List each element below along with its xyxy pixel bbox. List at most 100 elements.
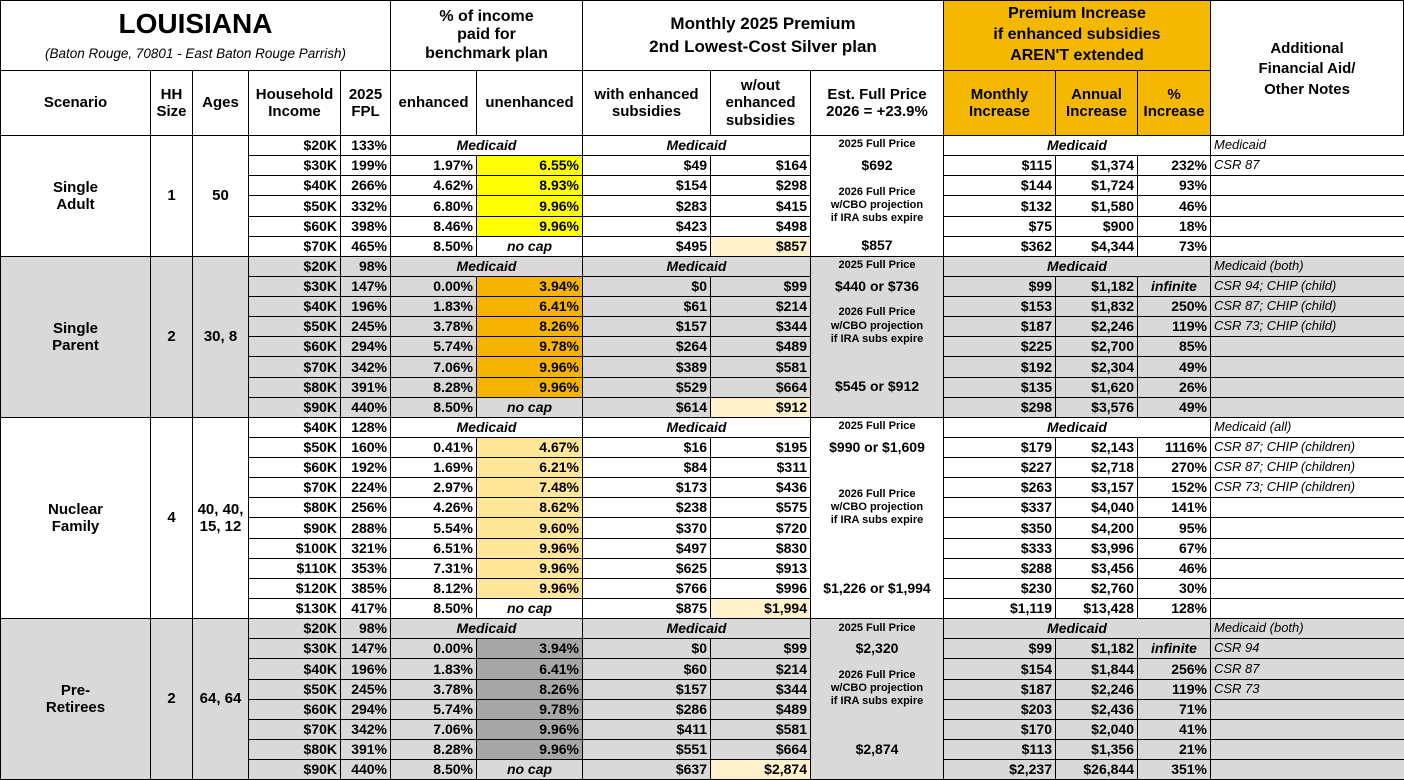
full-price-2025-label: 2025 Full Price (838, 420, 916, 433)
pct-increase: 152% (1137, 477, 1211, 498)
pct-increase: 41% (1137, 719, 1211, 740)
unenhanced-pct: 3.94% (476, 638, 583, 659)
pct-increase: 119% (1137, 316, 1211, 337)
pct-increase: 49% (1137, 356, 1211, 378)
monthly-increase: $75 (943, 216, 1056, 237)
annual-increase: $1,374 (1055, 155, 1138, 176)
monthly-increase: $154 (943, 658, 1056, 680)
household-income: $70K (248, 236, 341, 257)
full-price-2025-label: 2025 Full Price (838, 621, 916, 634)
fpl: 391% (340, 739, 391, 760)
household-income: $40K (248, 296, 341, 317)
unenhanced-pct: 9.78% (476, 336, 583, 357)
household-income: $80K (248, 497, 341, 518)
pct-increase: 250% (1137, 296, 1211, 317)
note (1210, 759, 1404, 780)
premium-with-subsidies: $497 (582, 538, 711, 559)
annual-increase: $2,760 (1055, 578, 1138, 599)
household-income: $110K (248, 558, 341, 579)
full-price-2026-label: 2026 Full Price w/CBO projection if IRA … (830, 668, 924, 708)
note (1210, 195, 1404, 217)
enhanced-pct: 1.97% (390, 155, 477, 176)
premium-without-subsidies: $664 (710, 377, 811, 398)
monthly-increase: $203 (943, 699, 1056, 720)
annual-increase: $4,344 (1055, 236, 1138, 257)
monthly-increase: $99 (943, 638, 1056, 659)
note: CSR 73; CHIP (children) (1210, 477, 1404, 498)
enhanced-pct: 1.69% (390, 457, 477, 478)
annual-increase: $2,040 (1055, 719, 1138, 740)
monthly-increase: $187 (943, 679, 1056, 700)
fpl: 196% (340, 296, 391, 317)
full-price-2025: $692 (861, 156, 893, 173)
premium-with-subsidies: $495 (582, 236, 711, 257)
annual-increase: $1,356 (1055, 739, 1138, 760)
premium-with-subsidies: $60 (582, 658, 711, 680)
premium-with-subsidies: $637 (582, 759, 711, 780)
fpl: 385% (340, 578, 391, 599)
pct-increase: 256% (1137, 658, 1211, 680)
unenhanced-pct: 8.26% (476, 679, 583, 700)
monthly-increase: $170 (943, 719, 1056, 740)
enhanced-pct: 8.50% (390, 236, 477, 257)
monthly-increase: $227 (943, 457, 1056, 478)
fpl: 440% (340, 759, 391, 780)
premium-without-subsidies: $195 (710, 437, 811, 458)
household-income: $100K (248, 538, 341, 559)
pct-increase: 46% (1137, 558, 1211, 579)
column-header-unenhanced: unenhanced (476, 70, 583, 136)
fpl: 440% (340, 397, 391, 418)
enhanced-pct: 8.28% (390, 739, 477, 760)
unenhanced-pct: 6.55% (476, 155, 583, 176)
pct-increase: 85% (1137, 336, 1211, 357)
fpl: 245% (340, 679, 391, 700)
note: CSR 94 (1210, 638, 1404, 659)
note: Medicaid (1210, 135, 1404, 156)
household-income: $70K (248, 477, 341, 498)
monthly-increase: $225 (943, 336, 1056, 357)
title: LOUISIANA (118, 8, 273, 40)
monthly-increase: $115 (943, 155, 1056, 176)
premium-without-subsidies: $664 (710, 739, 811, 760)
full-price-2025: $440 or $736 (834, 277, 920, 294)
enhanced-pct: 1.83% (390, 658, 477, 680)
household-income: $30K (248, 276, 341, 297)
premium-with-subsidies: $283 (582, 195, 711, 217)
fpl: 192% (340, 457, 391, 478)
premium-without-subsidies: $720 (710, 517, 811, 539)
premium-with-subsidies: $370 (582, 517, 711, 539)
enhanced-pct: 4.26% (390, 497, 477, 518)
premium-without-subsidies: $498 (710, 216, 811, 237)
premium-with-subsidies: $411 (582, 719, 711, 740)
monthly-increase: $2,237 (943, 759, 1056, 780)
ages: 40, 40, 15, 12 (192, 417, 249, 619)
annual-increase: $3,576 (1055, 397, 1138, 418)
unenhanced-pct: no cap (476, 236, 583, 257)
annual-increase: $1,844 (1055, 658, 1138, 680)
premium-without-subsidies: $214 (710, 296, 811, 317)
unenhanced-pct: 8.93% (476, 175, 583, 196)
note (1210, 739, 1404, 760)
note: CSR 73; CHIP (child) (1210, 316, 1404, 337)
enhanced-pct: 5.54% (390, 517, 477, 539)
monthly-increase: $298 (943, 397, 1056, 418)
premium-without-subsidies: $830 (710, 538, 811, 559)
enhanced-pct: 7.06% (390, 356, 477, 378)
pct-increase: 1116% (1137, 437, 1211, 458)
annual-increase: $13,428 (1055, 598, 1138, 619)
annual-increase: $2,143 (1055, 437, 1138, 458)
premium-with-subsidies: $389 (582, 356, 711, 378)
fpl: 160% (340, 437, 391, 458)
premium-without-subsidies: $214 (710, 658, 811, 680)
monthly-increase: $288 (943, 558, 1056, 579)
premium-with-subsidies: $49 (582, 155, 711, 176)
fpl: 98% (340, 618, 391, 639)
annual-increase: $3,996 (1055, 538, 1138, 559)
premium-without-subsidies: $489 (710, 336, 811, 357)
column-header-enhanced: enhanced (390, 70, 477, 136)
enhanced-pct: 0.41% (390, 437, 477, 458)
monthly-increase: $1,119 (943, 598, 1056, 619)
pct-increase: 73% (1137, 236, 1211, 257)
note (1210, 497, 1404, 518)
note (1210, 175, 1404, 196)
